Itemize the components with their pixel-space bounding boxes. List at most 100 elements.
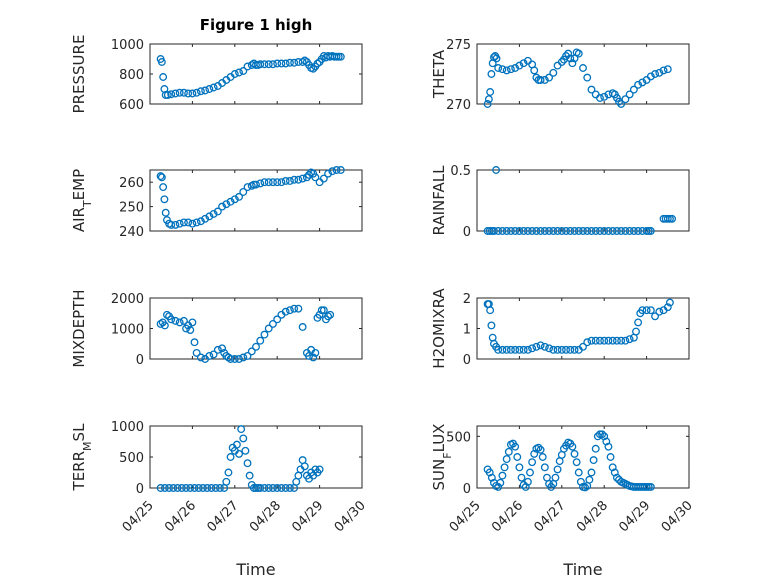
data-point [665, 298, 674, 307]
data-point [239, 188, 248, 196]
data-point [256, 179, 265, 188]
data-point [511, 64, 520, 72]
data-point [260, 178, 269, 187]
data-point [256, 60, 265, 69]
data-point [519, 227, 528, 235]
data-point [600, 336, 609, 345]
data-point [311, 348, 320, 357]
data-point [511, 442, 520, 451]
y-tick-label: 600 [119, 98, 144, 113]
data-point [269, 484, 277, 492]
data-point [532, 342, 541, 351]
y-tick-label: 0 [463, 225, 471, 240]
data-point [564, 49, 573, 58]
data-point [230, 195, 239, 204]
data-point [625, 335, 634, 344]
data-point [157, 173, 166, 182]
data-point [617, 227, 626, 235]
data-point [659, 66, 668, 75]
data-point [494, 345, 503, 354]
data-point [156, 484, 165, 492]
data-point [160, 195, 169, 204]
x-tick-label: 04/28 [247, 498, 284, 535]
data-point [523, 477, 532, 486]
data-point [596, 336, 604, 345]
data-point [545, 227, 554, 235]
data-point [549, 68, 558, 77]
data-point [632, 327, 640, 336]
data-point [534, 443, 543, 452]
data-point [235, 355, 243, 363]
data-point [201, 86, 210, 95]
data-point [621, 336, 630, 345]
data-point [192, 348, 201, 357]
data-point [302, 173, 311, 182]
data-point [504, 447, 513, 456]
data-point [277, 178, 286, 187]
data-point [222, 477, 231, 486]
data-point [587, 85, 596, 94]
y-axis-label: SUNFLUX [430, 424, 454, 491]
data-point [519, 345, 528, 354]
data-point [188, 318, 197, 327]
data-point [581, 483, 590, 492]
data-point [264, 324, 273, 333]
y-tick-label: 800 [119, 68, 144, 83]
data-point [515, 463, 524, 472]
data-point [239, 67, 248, 75]
y-tick-label: 0 [463, 353, 471, 368]
data-point [579, 227, 587, 235]
data-point [309, 64, 318, 73]
data-point [157, 58, 166, 66]
data-point [487, 70, 496, 78]
data-point [621, 227, 630, 235]
data-point [515, 345, 524, 354]
data-point [574, 227, 583, 235]
data-point [587, 227, 596, 235]
x-tick-label: 04/29 [289, 498, 326, 535]
data-point [506, 65, 515, 74]
data-point [562, 345, 570, 354]
data-point [511, 227, 520, 235]
data-point [553, 227, 562, 235]
data-point [583, 338, 592, 347]
data-point [264, 60, 273, 69]
data-point [568, 442, 577, 451]
data-point [494, 227, 503, 235]
chart-title: Figure 1 high [200, 16, 313, 34]
data-point [486, 306, 495, 315]
x-tick-label: 04/27 [532, 498, 569, 535]
y-tick-label: 2000 [111, 292, 144, 307]
data-point [596, 94, 604, 102]
data-point [201, 214, 210, 223]
data-point [209, 209, 218, 218]
data-point [311, 173, 320, 182]
data-point [290, 175, 299, 184]
data-point [540, 227, 549, 235]
data-point [591, 444, 600, 453]
data-point [663, 303, 672, 312]
data-point [281, 177, 290, 185]
data-point [186, 326, 195, 334]
x-axis-label: Time [235, 560, 275, 579]
data-point [175, 88, 184, 97]
data-point [612, 473, 621, 482]
data-point [621, 95, 630, 104]
data-point [617, 100, 626, 108]
data-point [591, 336, 600, 345]
data-point [273, 315, 282, 324]
data-point [159, 73, 168, 81]
data-point [156, 319, 165, 328]
data-point [574, 49, 583, 58]
data-point [557, 227, 566, 235]
data-point [209, 350, 218, 359]
data-point [300, 56, 309, 65]
data-point [583, 227, 592, 235]
data-point [237, 425, 246, 434]
data-point [566, 345, 575, 354]
data-point [324, 169, 333, 178]
axes-box [476, 43, 690, 105]
y-tick-label: 1000 [111, 323, 144, 338]
